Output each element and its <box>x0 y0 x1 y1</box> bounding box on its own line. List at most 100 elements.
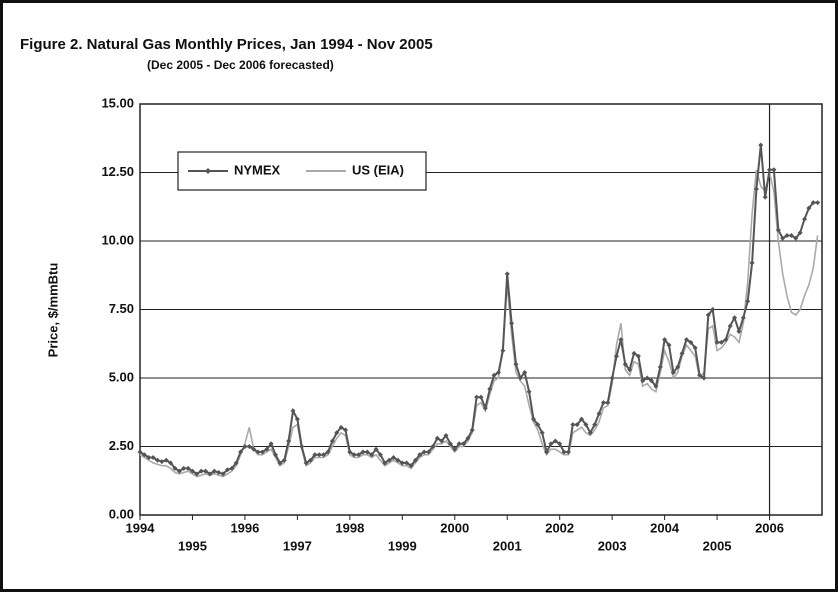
point <box>749 260 755 266</box>
point <box>268 441 274 447</box>
point <box>351 452 357 458</box>
point <box>456 441 462 447</box>
point <box>290 408 296 414</box>
point <box>364 449 370 455</box>
point <box>565 449 571 455</box>
point <box>251 446 257 452</box>
plot-area <box>139 103 823 516</box>
chart-subtitle: (Dec 2005 - Dec 2006 forecasted) <box>147 58 334 72</box>
point <box>657 364 663 370</box>
point <box>675 364 681 370</box>
point <box>784 233 790 239</box>
point <box>557 441 563 447</box>
point <box>321 452 327 458</box>
point <box>605 400 611 406</box>
point <box>325 449 331 455</box>
point <box>614 353 620 359</box>
point <box>688 339 694 345</box>
legend-label: NYMEX <box>234 162 281 177</box>
point <box>461 441 467 447</box>
point <box>631 350 637 356</box>
y-tick-label: 0.00 <box>109 506 134 521</box>
point <box>360 449 366 455</box>
point <box>697 372 703 378</box>
point <box>745 298 751 304</box>
point <box>487 386 493 392</box>
point <box>465 435 471 441</box>
point <box>522 370 528 376</box>
point <box>736 328 742 334</box>
point <box>334 430 340 436</box>
y-tick-label: 15.00 <box>101 95 134 110</box>
point <box>491 372 497 378</box>
point <box>806 205 812 211</box>
point <box>740 315 746 321</box>
point <box>299 444 305 449</box>
point <box>771 167 777 173</box>
legend-marker <box>205 168 211 174</box>
x-tick-label: 2004 <box>650 520 680 535</box>
x-tick-label: 2000 <box>440 520 469 535</box>
point <box>701 375 707 381</box>
point <box>762 194 768 200</box>
point <box>495 370 501 376</box>
point <box>535 422 541 428</box>
point <box>561 449 567 455</box>
point <box>382 460 388 466</box>
point <box>369 452 375 458</box>
point <box>312 452 318 458</box>
point <box>159 459 165 465</box>
point <box>570 422 576 428</box>
x-tick-label: 2005 <box>703 538 732 553</box>
point <box>692 345 698 351</box>
point <box>526 389 532 395</box>
point <box>596 411 602 417</box>
point <box>802 216 808 222</box>
point <box>666 342 672 348</box>
y-tick-label: 7.50 <box>109 301 134 316</box>
point <box>718 339 724 345</box>
point <box>294 416 300 422</box>
point <box>150 454 156 460</box>
point <box>780 235 786 241</box>
point <box>434 435 440 441</box>
point <box>452 446 458 452</box>
point <box>342 427 348 433</box>
point <box>377 452 383 458</box>
point <box>583 422 589 428</box>
point <box>474 394 480 400</box>
legend-label: US (EIA) <box>352 162 404 177</box>
point <box>732 315 738 321</box>
point <box>176 468 182 474</box>
point <box>640 378 646 384</box>
point <box>154 457 160 463</box>
point <box>710 307 716 312</box>
point <box>753 186 759 192</box>
point <box>426 449 432 455</box>
point <box>504 271 510 277</box>
point <box>421 449 427 455</box>
point <box>338 424 344 430</box>
y-tick-label: 12.50 <box>101 164 134 179</box>
point <box>242 444 248 449</box>
point <box>185 465 191 471</box>
point <box>412 457 418 463</box>
point <box>172 465 178 471</box>
point <box>316 452 322 458</box>
point <box>548 441 554 447</box>
x-tick-label: 1997 <box>283 538 312 553</box>
point <box>670 370 676 376</box>
point <box>163 457 169 463</box>
point <box>430 444 436 449</box>
point <box>224 467 230 473</box>
y-tick-label: 5.00 <box>109 369 134 384</box>
point <box>386 457 392 463</box>
x-tick-label: 1994 <box>126 520 156 535</box>
x-tick-label: 2003 <box>598 538 627 553</box>
point <box>229 465 235 471</box>
point <box>373 446 379 452</box>
point <box>277 460 283 466</box>
point <box>439 438 445 444</box>
